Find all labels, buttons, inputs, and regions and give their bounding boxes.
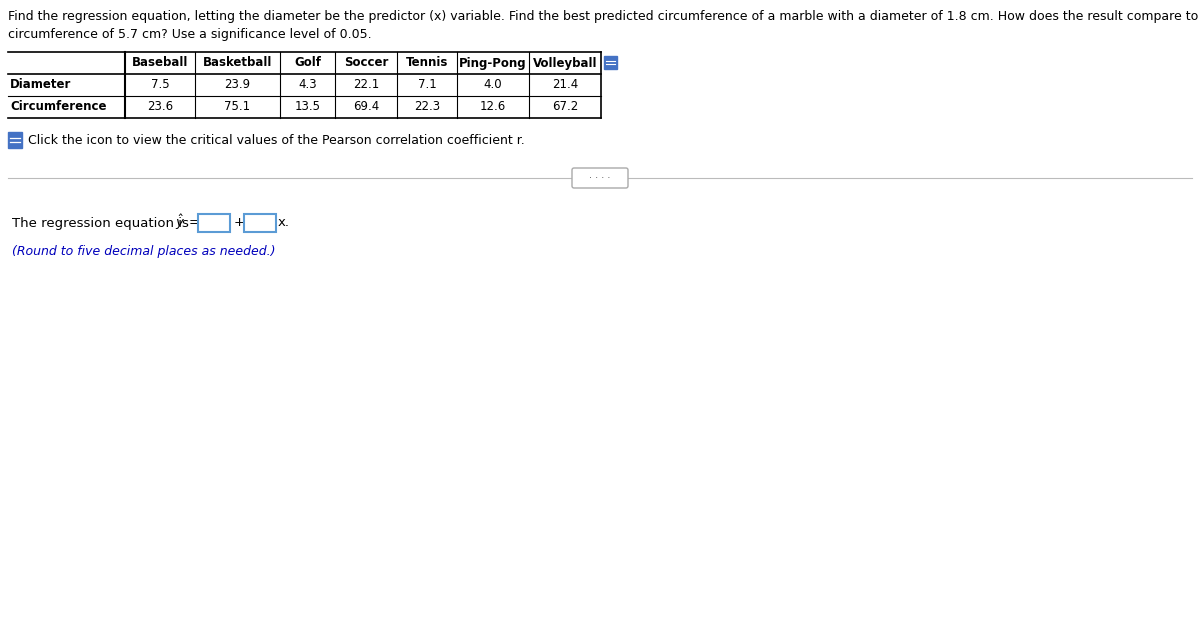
Text: 67.2: 67.2: [552, 101, 578, 114]
Text: Baseball: Baseball: [132, 56, 188, 69]
Text: The regression equation is: The regression equation is: [12, 216, 193, 229]
Text: 75.1: 75.1: [224, 101, 251, 114]
Text: Soccer: Soccer: [344, 56, 388, 69]
Text: 69.4: 69.4: [353, 101, 379, 114]
FancyBboxPatch shape: [244, 214, 276, 232]
Text: Circumference: Circumference: [10, 101, 107, 114]
Text: Golf: Golf: [294, 56, 322, 69]
FancyBboxPatch shape: [604, 56, 617, 69]
Text: Volleyball: Volleyball: [533, 56, 598, 69]
Text: 23.9: 23.9: [224, 79, 251, 91]
Text: Basketball: Basketball: [203, 56, 272, 69]
Text: 12.6: 12.6: [480, 101, 506, 114]
FancyBboxPatch shape: [572, 168, 628, 188]
FancyBboxPatch shape: [198, 214, 230, 232]
Text: +: +: [234, 216, 245, 229]
Text: $\hat{y}$: $\hat{y}$: [175, 213, 185, 232]
Text: 7.1: 7.1: [418, 79, 437, 91]
Text: Tennis: Tennis: [406, 56, 448, 69]
Text: · · · ·: · · · ·: [589, 173, 611, 183]
Text: 13.5: 13.5: [294, 101, 320, 114]
Text: Diameter: Diameter: [10, 79, 71, 91]
Text: (Round to five decimal places as needed.): (Round to five decimal places as needed.…: [12, 245, 276, 258]
Text: 23.6: 23.6: [146, 101, 173, 114]
Text: circumference of 5.7 cm? Use a significance level of 0.05.: circumference of 5.7 cm? Use a significa…: [8, 28, 372, 41]
Text: =: =: [190, 216, 200, 229]
Text: 7.5: 7.5: [151, 79, 169, 91]
Text: x.: x.: [278, 216, 290, 229]
Text: 4.0: 4.0: [484, 79, 503, 91]
Text: 22.3: 22.3: [414, 101, 440, 114]
FancyBboxPatch shape: [8, 132, 22, 148]
Text: Ping-Pong: Ping-Pong: [460, 56, 527, 69]
Text: Find the regression equation, letting the diameter be the predictor (x) variable: Find the regression equation, letting th…: [8, 10, 1200, 23]
Text: Click the icon to view the critical values of the Pearson correlation coefficien: Click the icon to view the critical valu…: [28, 134, 524, 146]
Text: 21.4: 21.4: [552, 79, 578, 91]
Text: 4.3: 4.3: [298, 79, 317, 91]
Text: 22.1: 22.1: [353, 79, 379, 91]
